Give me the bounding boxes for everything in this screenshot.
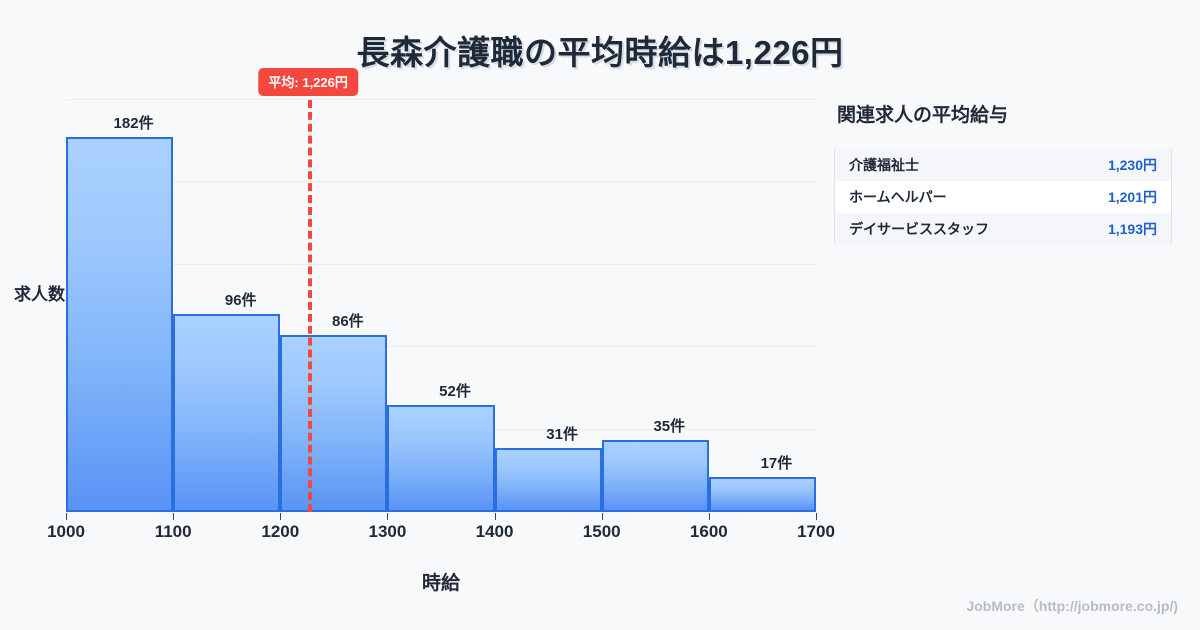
bar-value-label: 96件 <box>224 292 257 310</box>
histogram-chart: 182件 96件 86件 52件 31件 35件 17件 平均: 1,226円 求人数 100… <box>14 68 835 594</box>
table-row: デイサービススタッフ 1,193円 <box>835 213 1171 245</box>
plot-area: 182件 96件 86件 52件 31件 35件 17件 平均: 1,226円 <box>66 68 816 512</box>
bar <box>494 448 602 512</box>
bar <box>280 334 388 512</box>
x-axis-tick <box>708 513 710 520</box>
x-axis-tick <box>816 513 817 520</box>
x-axis-tick <box>387 513 389 520</box>
related-job-name: ホームヘルパー <box>849 189 947 205</box>
bar <box>387 404 495 512</box>
x-axis-tick-label: 1700 <box>797 522 835 541</box>
related-job-salary: 1,193円 <box>1107 221 1157 237</box>
x-axis-tick-label: 1100 <box>154 522 192 541</box>
bar <box>66 137 174 512</box>
bar-value-label: 182件 <box>113 115 154 133</box>
related-salaries-table: 介護福祉士 1,230円ホームヘルパー 1,201円デイサービススタッフ 1,193円 <box>834 149 1172 245</box>
related-job-name: 介護福祉士 <box>849 157 919 173</box>
x-axis-tick-label: 1300 <box>368 522 407 541</box>
x-axis: 1000 1100 1200 1300 1400 1500 1600 1700 <box>47 513 835 553</box>
x-axis-label: 時給 <box>421 573 460 594</box>
gridline <box>66 181 816 183</box>
gridline <box>66 263 816 265</box>
related-job-name: デイサービススタッフ <box>849 221 989 237</box>
sidebar-heading: 関連求人の平均給与 <box>837 105 1009 126</box>
table-row: 介護福祉士 1,230円 <box>835 149 1171 181</box>
x-axis-tick <box>280 513 282 520</box>
gridline <box>66 346 816 348</box>
related-job-salary: 1,230円 <box>1107 157 1157 173</box>
gridline <box>66 99 816 100</box>
x-axis-tick-label: 1600 <box>689 522 728 541</box>
bar-value-label: 52件 <box>439 382 471 400</box>
average-line <box>308 100 313 512</box>
footer-credit: JobMore（http://jobmore.co.jp/) <box>966 598 1178 614</box>
x-axis-tick-label: 1000 <box>47 522 85 541</box>
bar <box>601 439 709 512</box>
x-axis-tick-label: 1400 <box>475 522 514 541</box>
x-axis-tick-label: 1500 <box>582 522 621 541</box>
page-title: 長森介護職の平均時給は1,226円 <box>356 34 844 71</box>
bar-value-label: 86件 <box>332 312 364 330</box>
related-salaries-panel: 関連求人の平均給与 介護福祉士 1,230円ホームヘルパー 1,201円デイサービス… <box>834 100 1174 245</box>
bar-value-label: 17件 <box>760 454 793 472</box>
x-axis-tick <box>494 513 496 520</box>
bar <box>173 314 281 512</box>
x-axis-tick <box>173 513 175 520</box>
y-axis-label: 求人数 <box>14 285 65 304</box>
x-axis-tick <box>601 513 603 520</box>
x-axis-tick-label: 1200 <box>261 522 300 541</box>
bar-value-label: 35件 <box>653 417 686 435</box>
table-row: ホームヘルパー 1,201円 <box>835 181 1171 213</box>
bar <box>708 476 816 512</box>
bar-value-label: 31件 <box>546 426 578 444</box>
related-job-salary: 1,201円 <box>1107 189 1157 205</box>
average-badge: 平均: 1,226円 <box>258 68 358 96</box>
x-axis-tick <box>66 513 67 520</box>
